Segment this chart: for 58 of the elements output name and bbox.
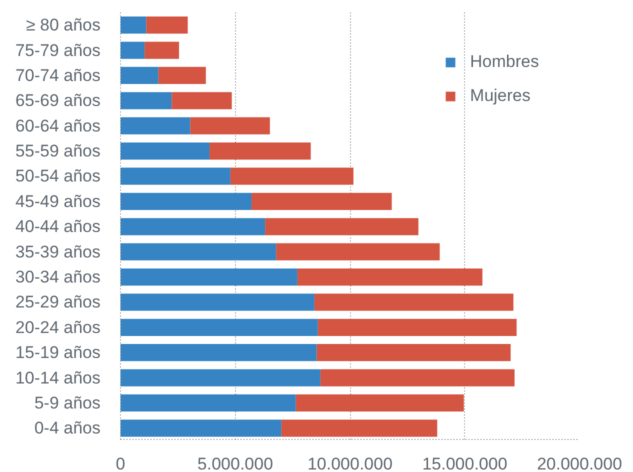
- y-tick-label: 35-39 años: [15, 242, 101, 262]
- bar: [146, 16, 188, 34]
- bar: [120, 394, 296, 412]
- bar: [297, 268, 482, 286]
- bar: [120, 318, 318, 336]
- y-tick-label: 55-59 años: [15, 142, 101, 161]
- bar: [120, 117, 190, 134]
- bar: [276, 243, 440, 260]
- y-tick-label: ≥ 80 años: [26, 16, 101, 35]
- bar: [120, 168, 230, 185]
- bar: [120, 294, 314, 311]
- x-tick-label: 10.000.000: [307, 454, 393, 472]
- bar: [120, 344, 317, 362]
- legend-label: Hombres: [470, 52, 539, 72]
- bar: [265, 218, 418, 236]
- y-tick-label: 60-64 años: [15, 116, 101, 136]
- bar: [252, 192, 392, 210]
- legend-label: Mujeres: [470, 86, 530, 106]
- bar: [120, 16, 146, 34]
- y-tick-label: 20-24 años: [15, 318, 101, 337]
- y-tick-label: 30-34 años: [15, 268, 101, 287]
- bar: [120, 142, 210, 160]
- bar: [120, 42, 145, 59]
- y-tick-label: 0-4 años: [34, 418, 101, 438]
- x-tick-label: 20.000.000: [536, 454, 622, 472]
- bar: [120, 268, 298, 286]
- bar: [320, 369, 515, 386]
- y-tick-label: 25-29 años: [15, 292, 101, 312]
- bar: [120, 369, 320, 386]
- bar: [190, 117, 270, 134]
- y-tick-label: 45-49 años: [15, 192, 101, 211]
- bar: [296, 394, 464, 412]
- bar: [120, 420, 282, 437]
- y-tick-label: 70-74 años: [15, 66, 101, 85]
- bar: [172, 92, 232, 110]
- bar: [210, 142, 311, 160]
- x-tick-label: 5.000.000: [197, 454, 274, 472]
- y-tick-label: 65-69 años: [15, 91, 101, 110]
- bar: [230, 168, 354, 185]
- bar: [120, 92, 172, 110]
- bar: [316, 344, 511, 362]
- y-tick-label: 75-79 años: [15, 40, 101, 60]
- bar: [120, 218, 266, 236]
- bar: [120, 66, 158, 84]
- bar: [120, 192, 252, 210]
- x-tick-label: 0: [116, 454, 126, 472]
- bar: [144, 42, 180, 59]
- y-tick-label: 15-19 años: [15, 343, 101, 362]
- bar: [158, 66, 206, 84]
- y-tick-label: 40-44 años: [15, 217, 101, 236]
- bar: [281, 420, 438, 437]
- y-tick-label: 5-9 años: [34, 393, 101, 412]
- bar: [318, 318, 517, 336]
- y-tick-label: 10-14 años: [15, 368, 101, 388]
- bar: [314, 294, 514, 311]
- x-tick-label: 15.000.000: [422, 454, 508, 472]
- y-tick-label: 50-54 años: [15, 166, 101, 186]
- bar: [120, 243, 276, 260]
